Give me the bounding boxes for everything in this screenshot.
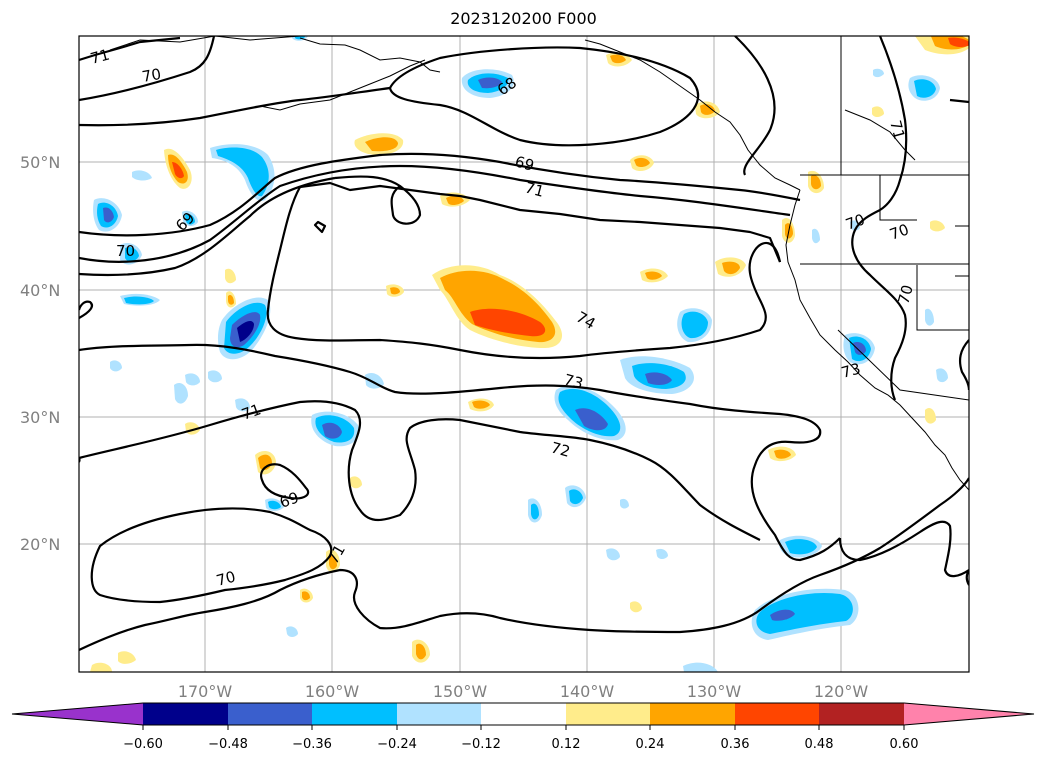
- colorbar-tick-label: −0.60: [123, 737, 163, 752]
- colorbar-segment: [819, 703, 904, 725]
- contour-label: 70: [116, 242, 135, 260]
- contour-label: 71: [523, 178, 546, 200]
- colorbar-segment: [481, 703, 566, 725]
- latitude-labels: 50°N 40°N 30°N 20°N: [20, 153, 60, 554]
- lon-label-120w: 120°W: [814, 682, 869, 701]
- colorbar-extend-low: [12, 703, 143, 725]
- longitude-labels: 170°W 160°W 150°W 140°W 130°W 120°W: [178, 682, 869, 701]
- lon-label-140w: 140°W: [560, 682, 615, 701]
- colorbar-tick-label: −0.36: [292, 737, 332, 752]
- colorbar-tick-label: −0.12: [461, 737, 501, 752]
- colorbar: −0.60 −0.48 −0.36 −0.24 −0.12 0.12 0.24 …: [11, 702, 1035, 752]
- lon-label-150w: 150°W: [433, 682, 488, 701]
- colorbar-segment: [397, 703, 481, 725]
- colorbar-tick-label: 0.36: [721, 737, 750, 752]
- lat-label-30n: 30°N: [20, 408, 60, 427]
- contour-label: 70: [843, 210, 867, 233]
- contour-label: 70: [894, 283, 916, 306]
- colorbar-tick-label: 0.12: [552, 737, 581, 752]
- contour-label: 70: [141, 65, 163, 86]
- colorbar-tick-label: −0.48: [208, 737, 248, 752]
- contour-label: 69: [277, 488, 301, 511]
- colorbar-segment: [735, 703, 819, 725]
- negative-anomalies: [93, 36, 948, 672]
- contour-label: 70: [887, 220, 911, 243]
- colorbar-segment: [566, 703, 650, 725]
- contour-label: 71: [886, 118, 908, 141]
- contour-label: 72: [549, 438, 572, 460]
- colorbar-extend-high: [904, 703, 1034, 725]
- lon-label-170w: 170°W: [178, 682, 233, 701]
- map-title: 2023120200 F000: [450, 9, 597, 28]
- contour-label: 70: [214, 568, 237, 590]
- lon-label-160w: 160°W: [305, 682, 360, 701]
- colorbar-tick-label: 0.60: [890, 737, 919, 752]
- contours: [79, 36, 969, 651]
- lat-label-40n: 40°N: [20, 281, 60, 300]
- contour-label: 69: [513, 152, 536, 174]
- colorbar-segment: [650, 703, 735, 725]
- map-area: [79, 36, 969, 672]
- contour-label: 71: [88, 46, 111, 68]
- lat-label-50n: 50°N: [20, 153, 60, 172]
- colorbar-segment: [228, 703, 312, 725]
- colorbar-tick-label: 0.48: [805, 737, 834, 752]
- coastlines: [109, 36, 969, 491]
- colorbar-segment: [312, 703, 397, 725]
- map-border: [78, 35, 970, 673]
- colorbar-segment: [143, 703, 228, 725]
- colorbar-tick-label: −0.24: [377, 737, 417, 752]
- contour-label: 73: [839, 360, 862, 382]
- contour-label: 73: [562, 370, 585, 392]
- colorbar-tick-label: 0.24: [636, 737, 665, 752]
- lon-label-130w: 130°W: [687, 682, 742, 701]
- contour-label: 71: [239, 400, 263, 423]
- lat-label-20n: 20°N: [20, 535, 60, 554]
